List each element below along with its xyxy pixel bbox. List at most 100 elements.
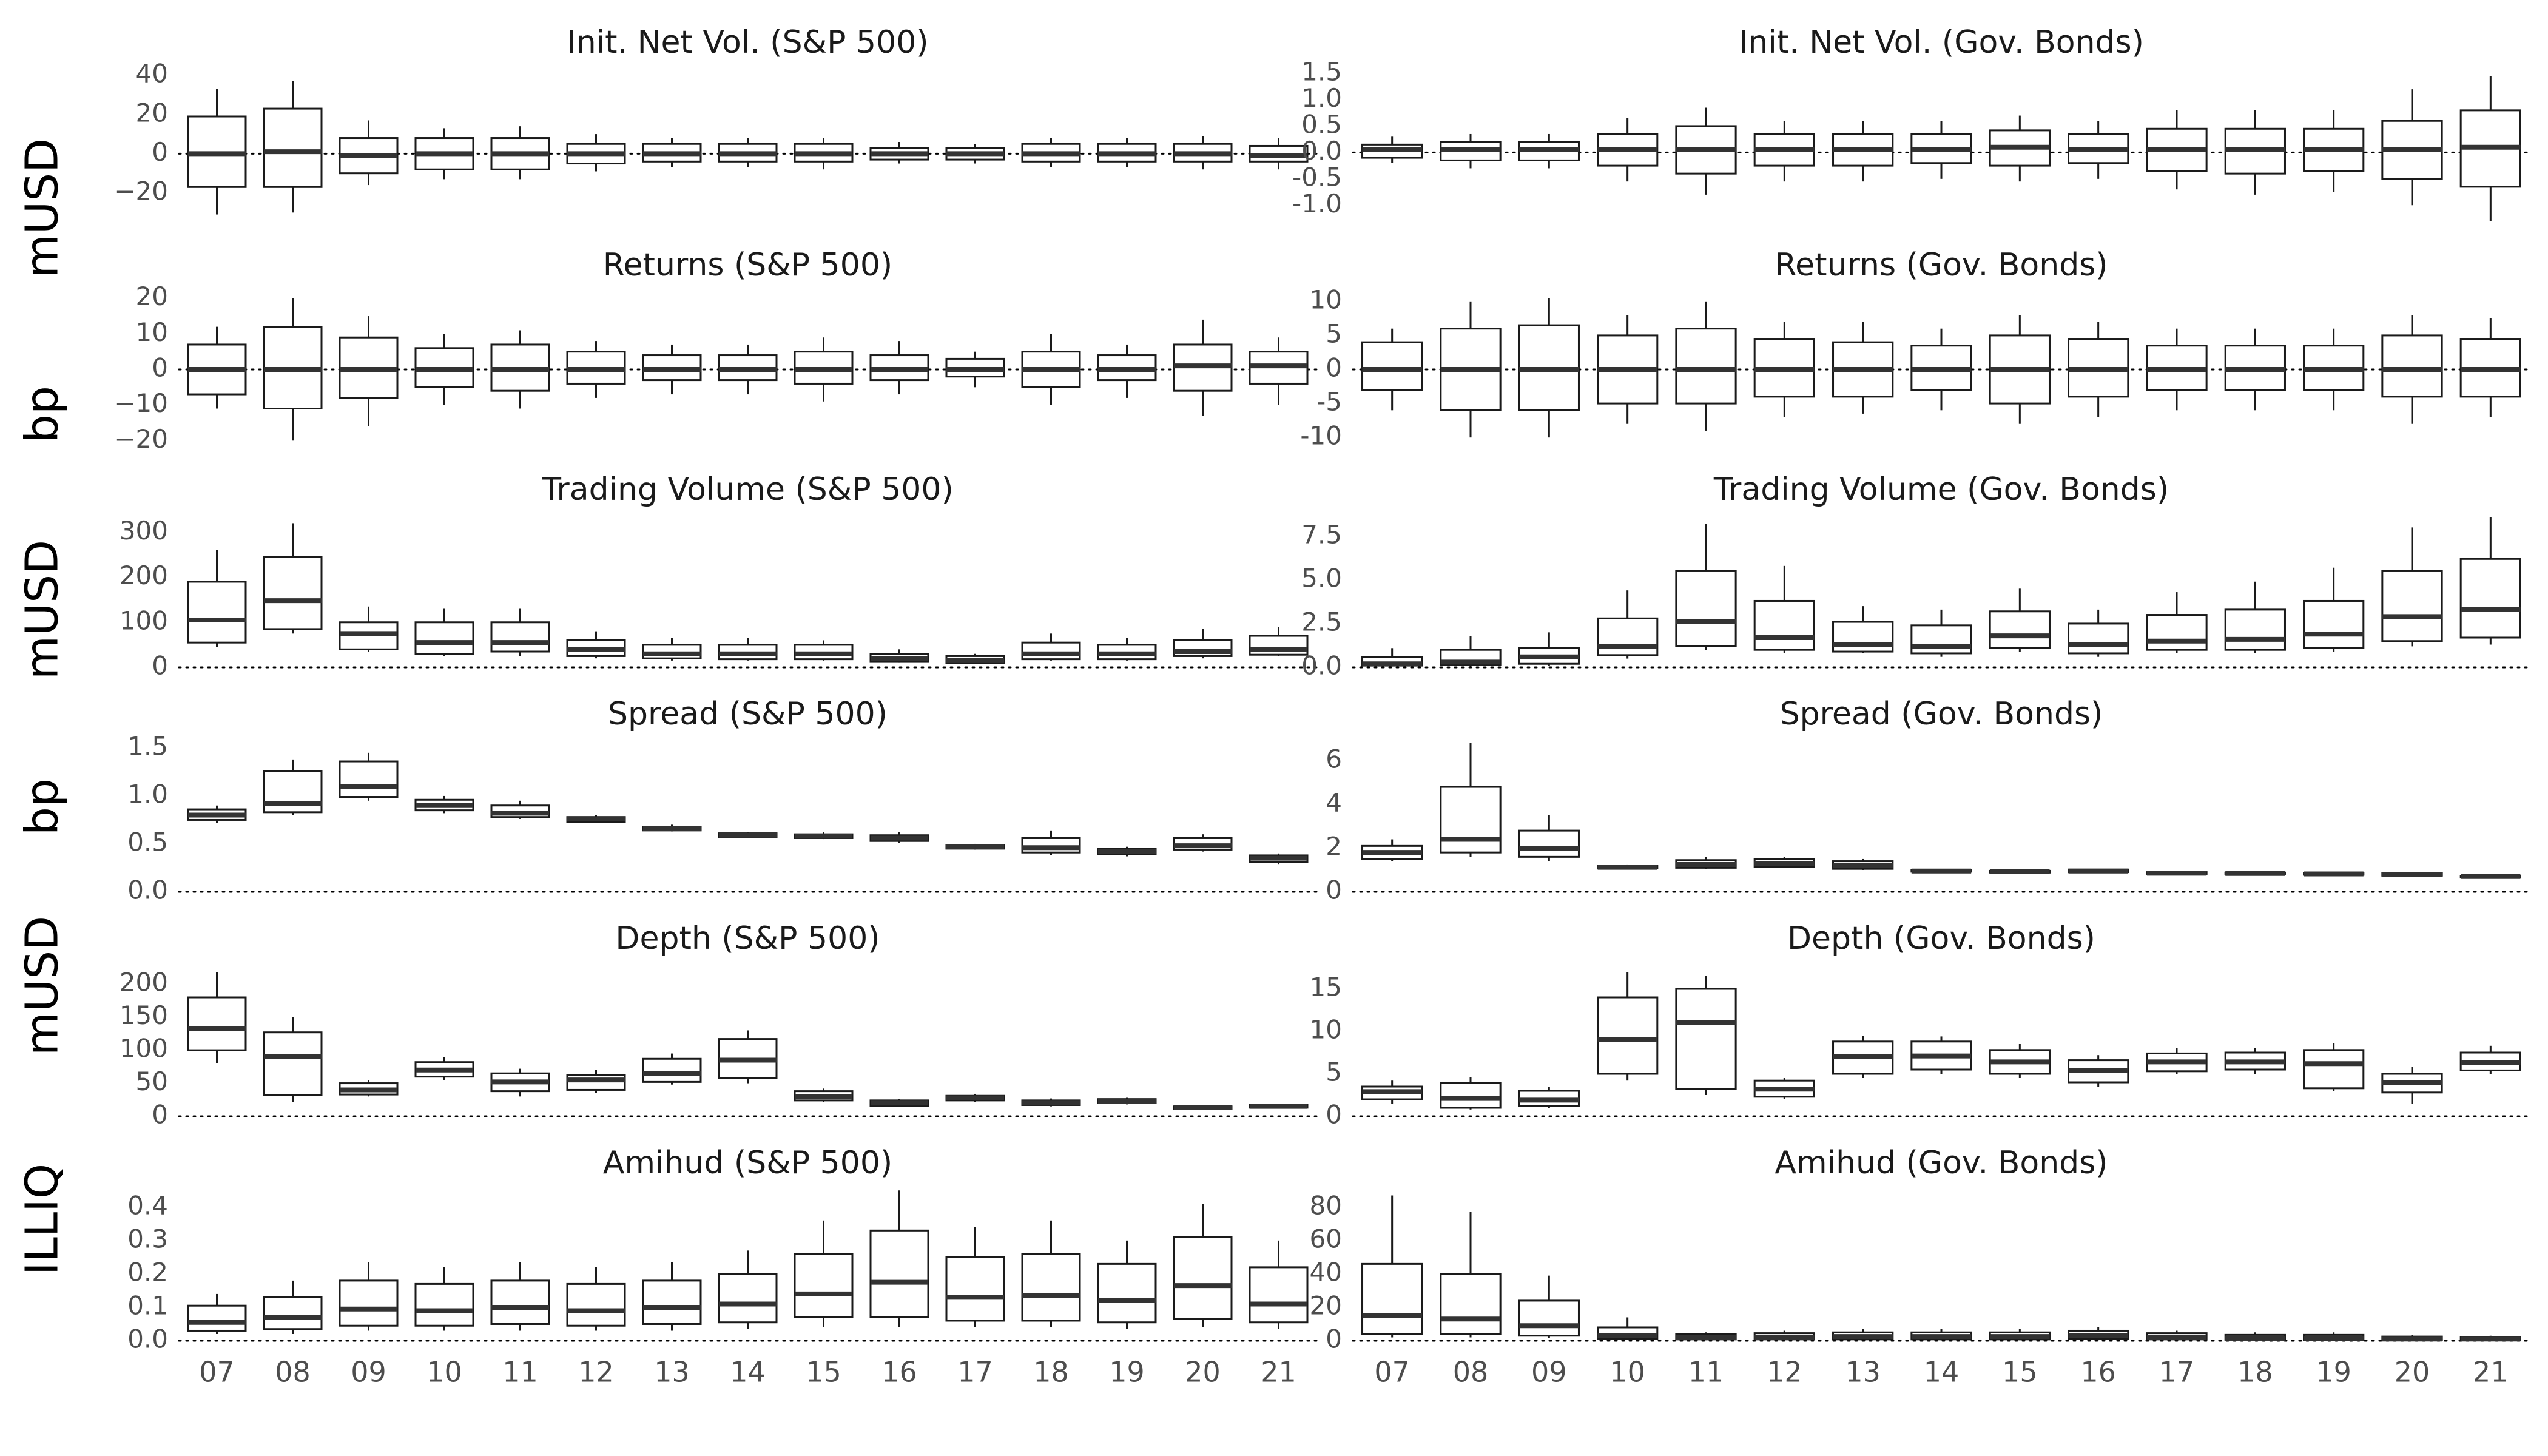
y-tick-label: 80 [1310, 1190, 1342, 1220]
row-label-1: mUSD [16, 138, 69, 278]
box-12 [566, 341, 626, 398]
box-16 [2068, 1055, 2129, 1087]
box-iqr [414, 621, 474, 655]
box-11 [490, 800, 550, 819]
box-14 [1910, 1036, 1972, 1074]
box-11 [490, 1068, 550, 1097]
box-17 [945, 843, 1005, 850]
box-14 [1910, 121, 1972, 179]
box-iqr [1675, 570, 1737, 647]
box-16 [2068, 1327, 2129, 1341]
box-14 [718, 344, 778, 395]
box-12 [1753, 322, 1815, 417]
box-18 [1021, 334, 1081, 405]
y-tick-label: 2 [1326, 831, 1342, 861]
box-11 [490, 330, 550, 409]
box-15 [1989, 315, 2051, 424]
box-iqr [490, 621, 550, 653]
y-tick-label: −20 [114, 424, 168, 454]
box-iqr [263, 107, 323, 188]
box-21 [2459, 874, 2521, 879]
panel-initvol-gov: Init. Net Vol. (Gov. Bonds)1.51.00.50.0-… [1292, 24, 2531, 221]
panel-initvol-sp: Init. Net Vol. (S&P 500) 40 20 0 −20 [114, 24, 1318, 215]
box-15 [1989, 115, 2051, 182]
row-label-6: ILLIQ [16, 1164, 69, 1275]
box-18 [2224, 871, 2286, 876]
box-16 [869, 1190, 929, 1327]
box-07 [187, 972, 247, 1063]
box-09 [339, 120, 399, 186]
box-16 [869, 832, 929, 843]
box-iqr [1910, 624, 1972, 655]
box-iqr [945, 1256, 1005, 1322]
box-16 [869, 1099, 929, 1107]
panel-title: Trading Volume (Gov. Bonds) [1713, 471, 2169, 508]
box-21 [2459, 1335, 2521, 1342]
y-tick-label: 0 [1326, 353, 1342, 383]
box-iqr [1675, 988, 1737, 1090]
y-tick-label: 100 [120, 605, 168, 635]
box-12 [566, 631, 626, 659]
box-iqr [339, 760, 399, 798]
box-15 [794, 640, 854, 661]
box-iqr [1440, 1273, 1502, 1335]
panel-depth-sp: Depth (S&P 500) 200 150 100 50 0 [120, 920, 1318, 1130]
box-18 [1021, 1098, 1081, 1107]
box-20 [2381, 872, 2443, 877]
y-tick-label: 6 [1326, 744, 1342, 774]
row-label-4: bp [16, 778, 69, 835]
box-21 [1249, 337, 1309, 405]
row-label-2: bp [16, 386, 69, 443]
y-tick-label: 0.1 [127, 1290, 168, 1320]
box-15 [794, 1088, 854, 1102]
box-14 [718, 1250, 778, 1329]
box-14 [1910, 1329, 1972, 1341]
box-17 [945, 351, 1005, 388]
box-20 [1173, 1105, 1233, 1110]
box-iqr [2146, 614, 2208, 651]
y-tick-label: -10 [1300, 421, 1342, 451]
box-08 [1440, 301, 1502, 438]
box-17 [945, 144, 1005, 164]
box-08 [263, 759, 323, 815]
box-18 [1021, 633, 1081, 661]
box-21 [1249, 138, 1309, 170]
box-12 [1753, 857, 1815, 868]
x-tick-label: 11 [1688, 1356, 1724, 1389]
box-18 [1021, 830, 1081, 855]
box-iqr [2068, 622, 2129, 655]
box-20 [2381, 1335, 2443, 1342]
box-iqr [1249, 635, 1309, 656]
box-15 [1989, 588, 2051, 652]
x-tick-label: 13 [654, 1356, 690, 1389]
y-tick-label: 0 [152, 353, 168, 383]
y-tick-label: 0.0 [1301, 651, 1342, 681]
box-iqr [1021, 641, 1081, 661]
box-16 [869, 341, 929, 395]
box-iqr [339, 1279, 399, 1327]
box-iqr [2459, 558, 2521, 639]
box-iqr [2303, 599, 2365, 649]
y-tick-label: 0.5 [127, 827, 168, 857]
box-iqr [1597, 996, 1659, 1075]
y-tick-label: 100 [120, 1034, 168, 1063]
box-13 [642, 638, 702, 661]
box-07 [1361, 328, 1423, 411]
box-17 [2146, 1330, 2208, 1341]
box-11 [1675, 107, 1737, 195]
box-07 [187, 1293, 247, 1334]
box-09 [1518, 1275, 1580, 1338]
x-tick-label: 16 [2080, 1356, 2116, 1389]
box-13 [642, 824, 702, 832]
box-08 [263, 1017, 323, 1102]
x-tick-label: 08 [275, 1356, 311, 1389]
box-iqr [1097, 1262, 1157, 1324]
box-13 [1832, 322, 1894, 414]
y-tick-label: 5 [1326, 318, 1342, 348]
y-tick-label: 0.3 [127, 1224, 168, 1253]
box-19 [2303, 567, 2365, 652]
y-tick-label: 0.4 [127, 1190, 168, 1220]
box-20 [2381, 527, 2443, 647]
